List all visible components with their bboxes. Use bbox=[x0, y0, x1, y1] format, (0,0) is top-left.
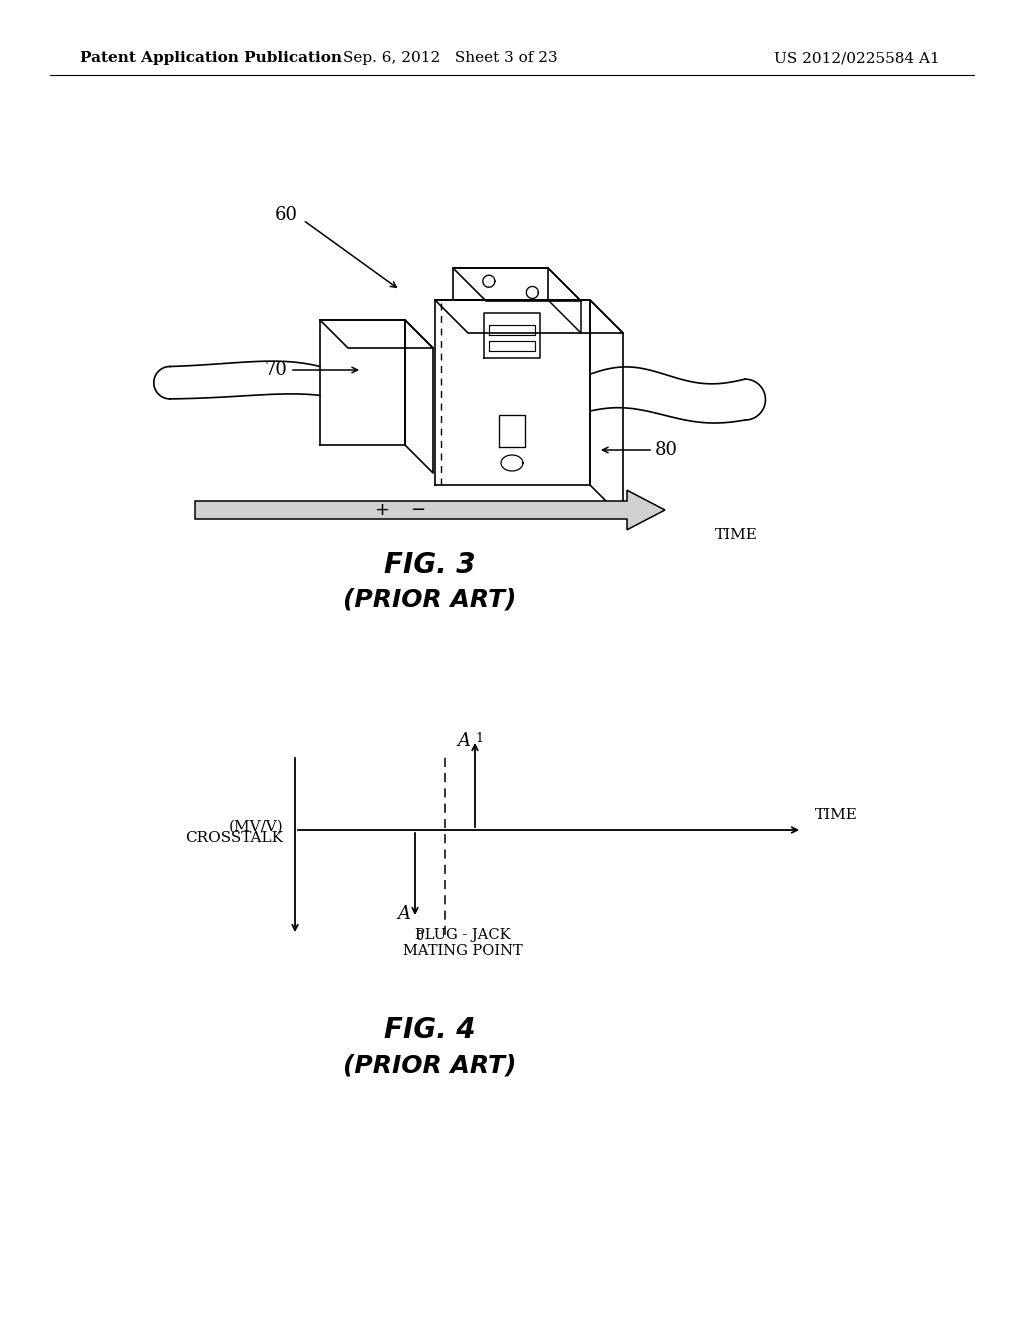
Text: CROSSTALK: CROSSTALK bbox=[185, 832, 283, 845]
Text: FIG. 4: FIG. 4 bbox=[384, 1016, 476, 1044]
Text: Sep. 6, 2012   Sheet 3 of 23: Sep. 6, 2012 Sheet 3 of 23 bbox=[343, 51, 557, 65]
Text: A: A bbox=[397, 906, 410, 923]
Text: 60: 60 bbox=[275, 206, 298, 224]
FancyArrow shape bbox=[195, 490, 665, 529]
Text: US 2012/0225584 A1: US 2012/0225584 A1 bbox=[774, 51, 940, 65]
Text: −: − bbox=[410, 502, 425, 519]
Text: FIG. 3: FIG. 3 bbox=[384, 550, 476, 579]
Text: +: + bbox=[375, 502, 389, 519]
Text: 80: 80 bbox=[655, 441, 678, 459]
Text: A: A bbox=[457, 733, 470, 750]
Text: (MV/V): (MV/V) bbox=[228, 820, 283, 834]
Text: TIME: TIME bbox=[815, 808, 858, 822]
Text: (PRIOR ART): (PRIOR ART) bbox=[343, 1053, 517, 1077]
Text: 70: 70 bbox=[265, 360, 288, 379]
Text: Patent Application Publication: Patent Application Publication bbox=[80, 51, 342, 65]
Text: 1: 1 bbox=[475, 733, 483, 744]
Text: 0: 0 bbox=[415, 931, 423, 942]
Text: PLUG - JACK
MATING POINT: PLUG - JACK MATING POINT bbox=[403, 928, 523, 958]
Text: (PRIOR ART): (PRIOR ART) bbox=[343, 587, 517, 612]
Text: TIME: TIME bbox=[715, 528, 758, 543]
